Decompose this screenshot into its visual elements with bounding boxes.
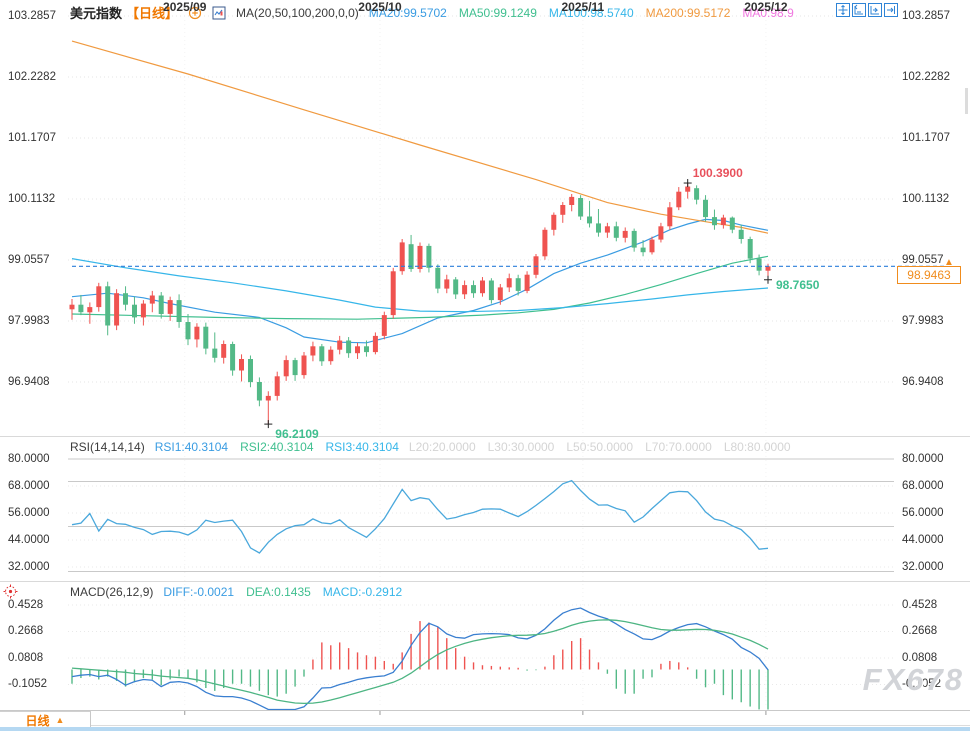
rsi-value-2: RSI3:40.3104 xyxy=(325,440,399,454)
ma200-line xyxy=(71,40,769,234)
low-marker xyxy=(264,420,273,429)
macd-dea-line xyxy=(71,619,769,705)
ma-value-3: MA200:99.5172 xyxy=(645,5,731,20)
rsi-level-label-2: L50:50.0000 xyxy=(566,440,634,454)
indicator-alert-icon[interactable] xyxy=(3,584,18,604)
last-low-marker xyxy=(764,275,772,284)
rsi-header: RSI(14,14,14) RSI1:40.3104 RSI2:40.3104 RS… xyxy=(70,440,791,454)
right-scrollbar xyxy=(965,88,968,114)
rsi-level-label-4: L80:80.0000 xyxy=(723,440,791,454)
month-gridlines xyxy=(184,20,767,715)
ma-settings-label[interactable]: MA(20,50,100,200,0,0) xyxy=(236,5,359,20)
chart-toolbar xyxy=(836,3,898,17)
high-marker xyxy=(683,179,692,188)
macd-title[interactable]: MACD(26,12,9) xyxy=(70,585,154,599)
macd-header: MACD(26,12,9) DIFF:-0.0021 DEA:0.1435 MACD… xyxy=(70,585,402,599)
macd-value-2: MACD:-0.2912 xyxy=(322,585,403,599)
watermark: FX678 xyxy=(862,662,964,697)
instrument-title: 美元指数 xyxy=(70,6,123,21)
candles xyxy=(69,183,771,425)
ma-values: MA20:99.5702 MA50:99.1249 MA100:98.5740 MA2… xyxy=(369,6,794,20)
ma-value-0: MA20:99.5702 xyxy=(368,5,447,20)
rsi-level-label-1: L30:30.0000 xyxy=(487,440,555,454)
rsi-value-0: RSI1:40.3104 xyxy=(154,440,229,454)
rsi-level-label-3: L70:70.0000 xyxy=(645,440,712,454)
exit-right-icon[interactable] xyxy=(884,3,898,17)
panel-separators xyxy=(0,436,970,726)
axis-zoom-icon[interactable] xyxy=(852,3,866,17)
macd-gridlines xyxy=(68,604,894,685)
ma50-line xyxy=(71,255,769,320)
ma-value-1: MA50:99.1249 xyxy=(458,5,537,20)
period-tag: 【日线】 xyxy=(126,6,179,21)
chart-header: 美元指数 【日线】 MA(20,50,100,200,0,0) MA20:99.… xyxy=(70,3,794,22)
horizontal-scrollbar[interactable] xyxy=(0,727,970,731)
ma20-line xyxy=(71,218,769,344)
macd-histogram xyxy=(71,621,769,710)
timeframe-tab-label: 日线 xyxy=(25,713,50,728)
price-arrow-up-icon: ▲ xyxy=(944,257,954,268)
rsi-level-label-0: L20:20.0000 xyxy=(408,440,476,454)
macd-values: DIFF:-0.0021 DEA:0.1435 MACD:-0.2912 xyxy=(163,585,402,599)
ma-value-4: MA0:98.9 xyxy=(742,5,794,20)
rsi-value-1: RSI2:40.3104 xyxy=(240,440,314,454)
current-price-tag: 98.9463 xyxy=(897,266,961,284)
rsi-gridlines xyxy=(68,458,894,572)
macd-value-0: DIFF:-0.0021 xyxy=(163,585,235,599)
macd-value-1: DEA:0.1435 xyxy=(246,585,311,599)
axis-scale-icon[interactable] xyxy=(868,3,882,17)
rsi-title[interactable]: RSI(14,14,14) xyxy=(70,440,145,454)
price-gridlines xyxy=(68,15,894,383)
ma100-line xyxy=(71,258,769,313)
timeframe-tab-daily[interactable]: 日线 ▲ xyxy=(0,711,91,728)
add-favorite-icon[interactable] xyxy=(188,6,202,20)
chart-type-icon[interactable] xyxy=(212,6,226,20)
ma-value-2: MA100:98.5740 xyxy=(548,5,634,20)
timeframe-tab-arrow-icon: ▲ xyxy=(55,715,65,725)
macd-diff-line xyxy=(71,607,769,711)
rsi-values: RSI1:40.3104 RSI2:40.3104 RSI3:40.3104 xyxy=(155,440,399,454)
rsi-line xyxy=(71,479,769,554)
pan-icon[interactable] xyxy=(836,3,850,17)
rsi-level-labels: L20:20.0000 L30:30.0000 L50:50.0000 L70:70.… xyxy=(409,440,791,454)
